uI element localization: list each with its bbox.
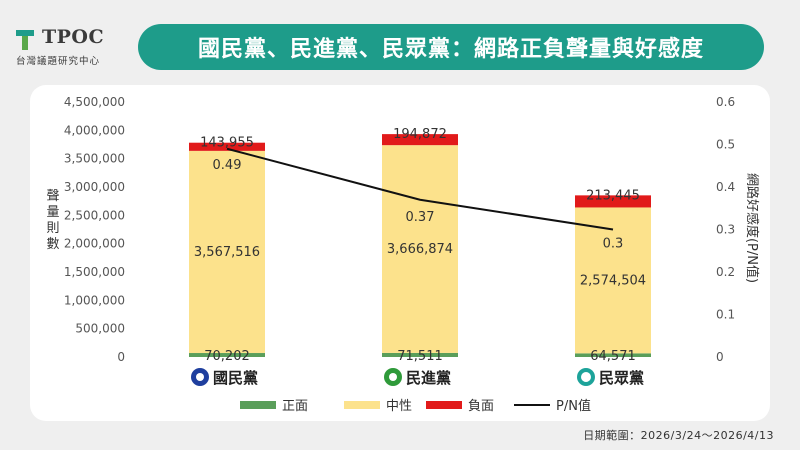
data-label-neutral: 3,666,874 [387, 242, 453, 257]
y2-tick-label: 0.5 [716, 138, 735, 152]
legend-label: 正面 [282, 399, 308, 414]
dpp-emblem-icon [384, 368, 402, 386]
y2-tick-label: 0.1 [716, 308, 735, 322]
y-tick-label: 4,500,000 [64, 95, 125, 109]
page-title: 國民黨、民進黨、民眾黨：網路正負聲量與好感度 [138, 24, 764, 70]
legend-swatch [344, 401, 380, 409]
y-tick-label: 3,000,000 [64, 180, 125, 194]
y2-tick-label: 0.2 [716, 265, 735, 279]
y-tick-label: 3,500,000 [64, 152, 125, 166]
y2-tick-label: 0.3 [716, 223, 735, 237]
legend-label: 負面 [468, 399, 494, 414]
data-label-neutral: 3,567,516 [194, 245, 260, 260]
y-tick-label: 2,500,000 [64, 208, 125, 222]
data-label-negative: 194,872 [393, 127, 447, 142]
y2-tick-label: 0.6 [716, 95, 735, 109]
y-tick-label: 2,000,000 [64, 237, 125, 251]
legend-swatch [240, 401, 276, 409]
date-range: 日期範圍：2026/3/24～2026/4/13 [583, 429, 774, 442]
category-label: 民進黨 [406, 369, 451, 387]
y-tick-label: 0 [117, 350, 125, 364]
pn-label: 0.37 [406, 210, 435, 225]
data-label-positive: 70,202 [204, 349, 250, 364]
pn-label: 0.3 [603, 237, 624, 252]
bar-positive [575, 353, 651, 357]
bar-neutral [382, 145, 458, 353]
bar-positive [382, 352, 458, 357]
y2-axis-label: 網路好感度(P/N值) [744, 173, 760, 283]
data-label-negative: 143,955 [200, 136, 254, 151]
category-label: 民眾黨 [599, 369, 644, 387]
y-tick-label: 4,000,000 [64, 123, 125, 137]
pn-line [226, 147, 614, 231]
bar-negative [382, 134, 458, 146]
bar-negative [189, 142, 265, 151]
logo-subtitle: 台灣議題研究中心 [16, 56, 101, 67]
logo: TPOC 台灣議題研究中心 [14, 26, 134, 70]
bar-neutral [575, 207, 651, 354]
data-label-positive: 64,571 [590, 349, 636, 364]
data-label-negative: 213,445 [586, 188, 640, 203]
bar-neutral [189, 150, 265, 354]
legend-label: 中性 [386, 399, 412, 414]
y-axis-label: 聲量則數 [46, 188, 59, 252]
legend-label: P/N值 [556, 398, 591, 414]
data-label-neutral: 2,574,504 [580, 273, 646, 288]
y-tick-label: 1,500,000 [64, 265, 125, 279]
kmt-emblem-icon [191, 368, 209, 386]
y-tick-label: 500,000 [75, 322, 125, 336]
y2-tick-label: 0 [716, 350, 724, 364]
pn-label: 0.49 [213, 158, 242, 173]
y-tick-label: 1,000,000 [64, 293, 125, 307]
bar-negative [575, 195, 651, 208]
y2-tick-label: 0.4 [716, 180, 735, 194]
logo-text: TPOC [42, 26, 105, 48]
bar-positive [189, 353, 265, 357]
tpp-emblem-icon [577, 368, 595, 386]
tpoc-logo-icon [16, 30, 34, 50]
legend-swatch [426, 401, 462, 409]
data-label-positive: 71,511 [397, 349, 443, 364]
category-label: 國民黨 [213, 369, 258, 387]
